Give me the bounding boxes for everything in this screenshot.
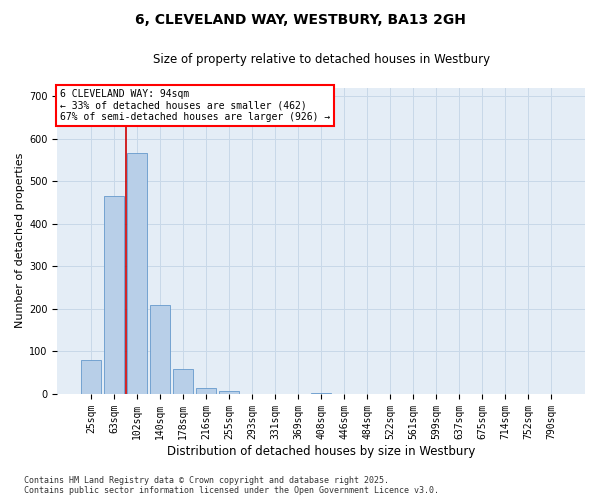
Bar bbox=[173, 370, 193, 394]
Bar bbox=[220, 392, 239, 394]
Bar bbox=[127, 154, 147, 394]
Bar bbox=[196, 388, 216, 394]
Bar bbox=[151, 306, 170, 394]
Text: 6, CLEVELAND WAY, WESTBURY, BA13 2GH: 6, CLEVELAND WAY, WESTBURY, BA13 2GH bbox=[134, 12, 466, 26]
Bar bbox=[104, 196, 124, 394]
Bar bbox=[82, 360, 101, 394]
Text: Contains HM Land Registry data © Crown copyright and database right 2025.
Contai: Contains HM Land Registry data © Crown c… bbox=[24, 476, 439, 495]
X-axis label: Distribution of detached houses by size in Westbury: Distribution of detached houses by size … bbox=[167, 444, 475, 458]
Text: 6 CLEVELAND WAY: 94sqm
← 33% of detached houses are smaller (462)
67% of semi-de: 6 CLEVELAND WAY: 94sqm ← 33% of detached… bbox=[60, 89, 330, 122]
Bar bbox=[311, 392, 331, 394]
Title: Size of property relative to detached houses in Westbury: Size of property relative to detached ho… bbox=[152, 52, 490, 66]
Y-axis label: Number of detached properties: Number of detached properties bbox=[15, 153, 25, 328]
